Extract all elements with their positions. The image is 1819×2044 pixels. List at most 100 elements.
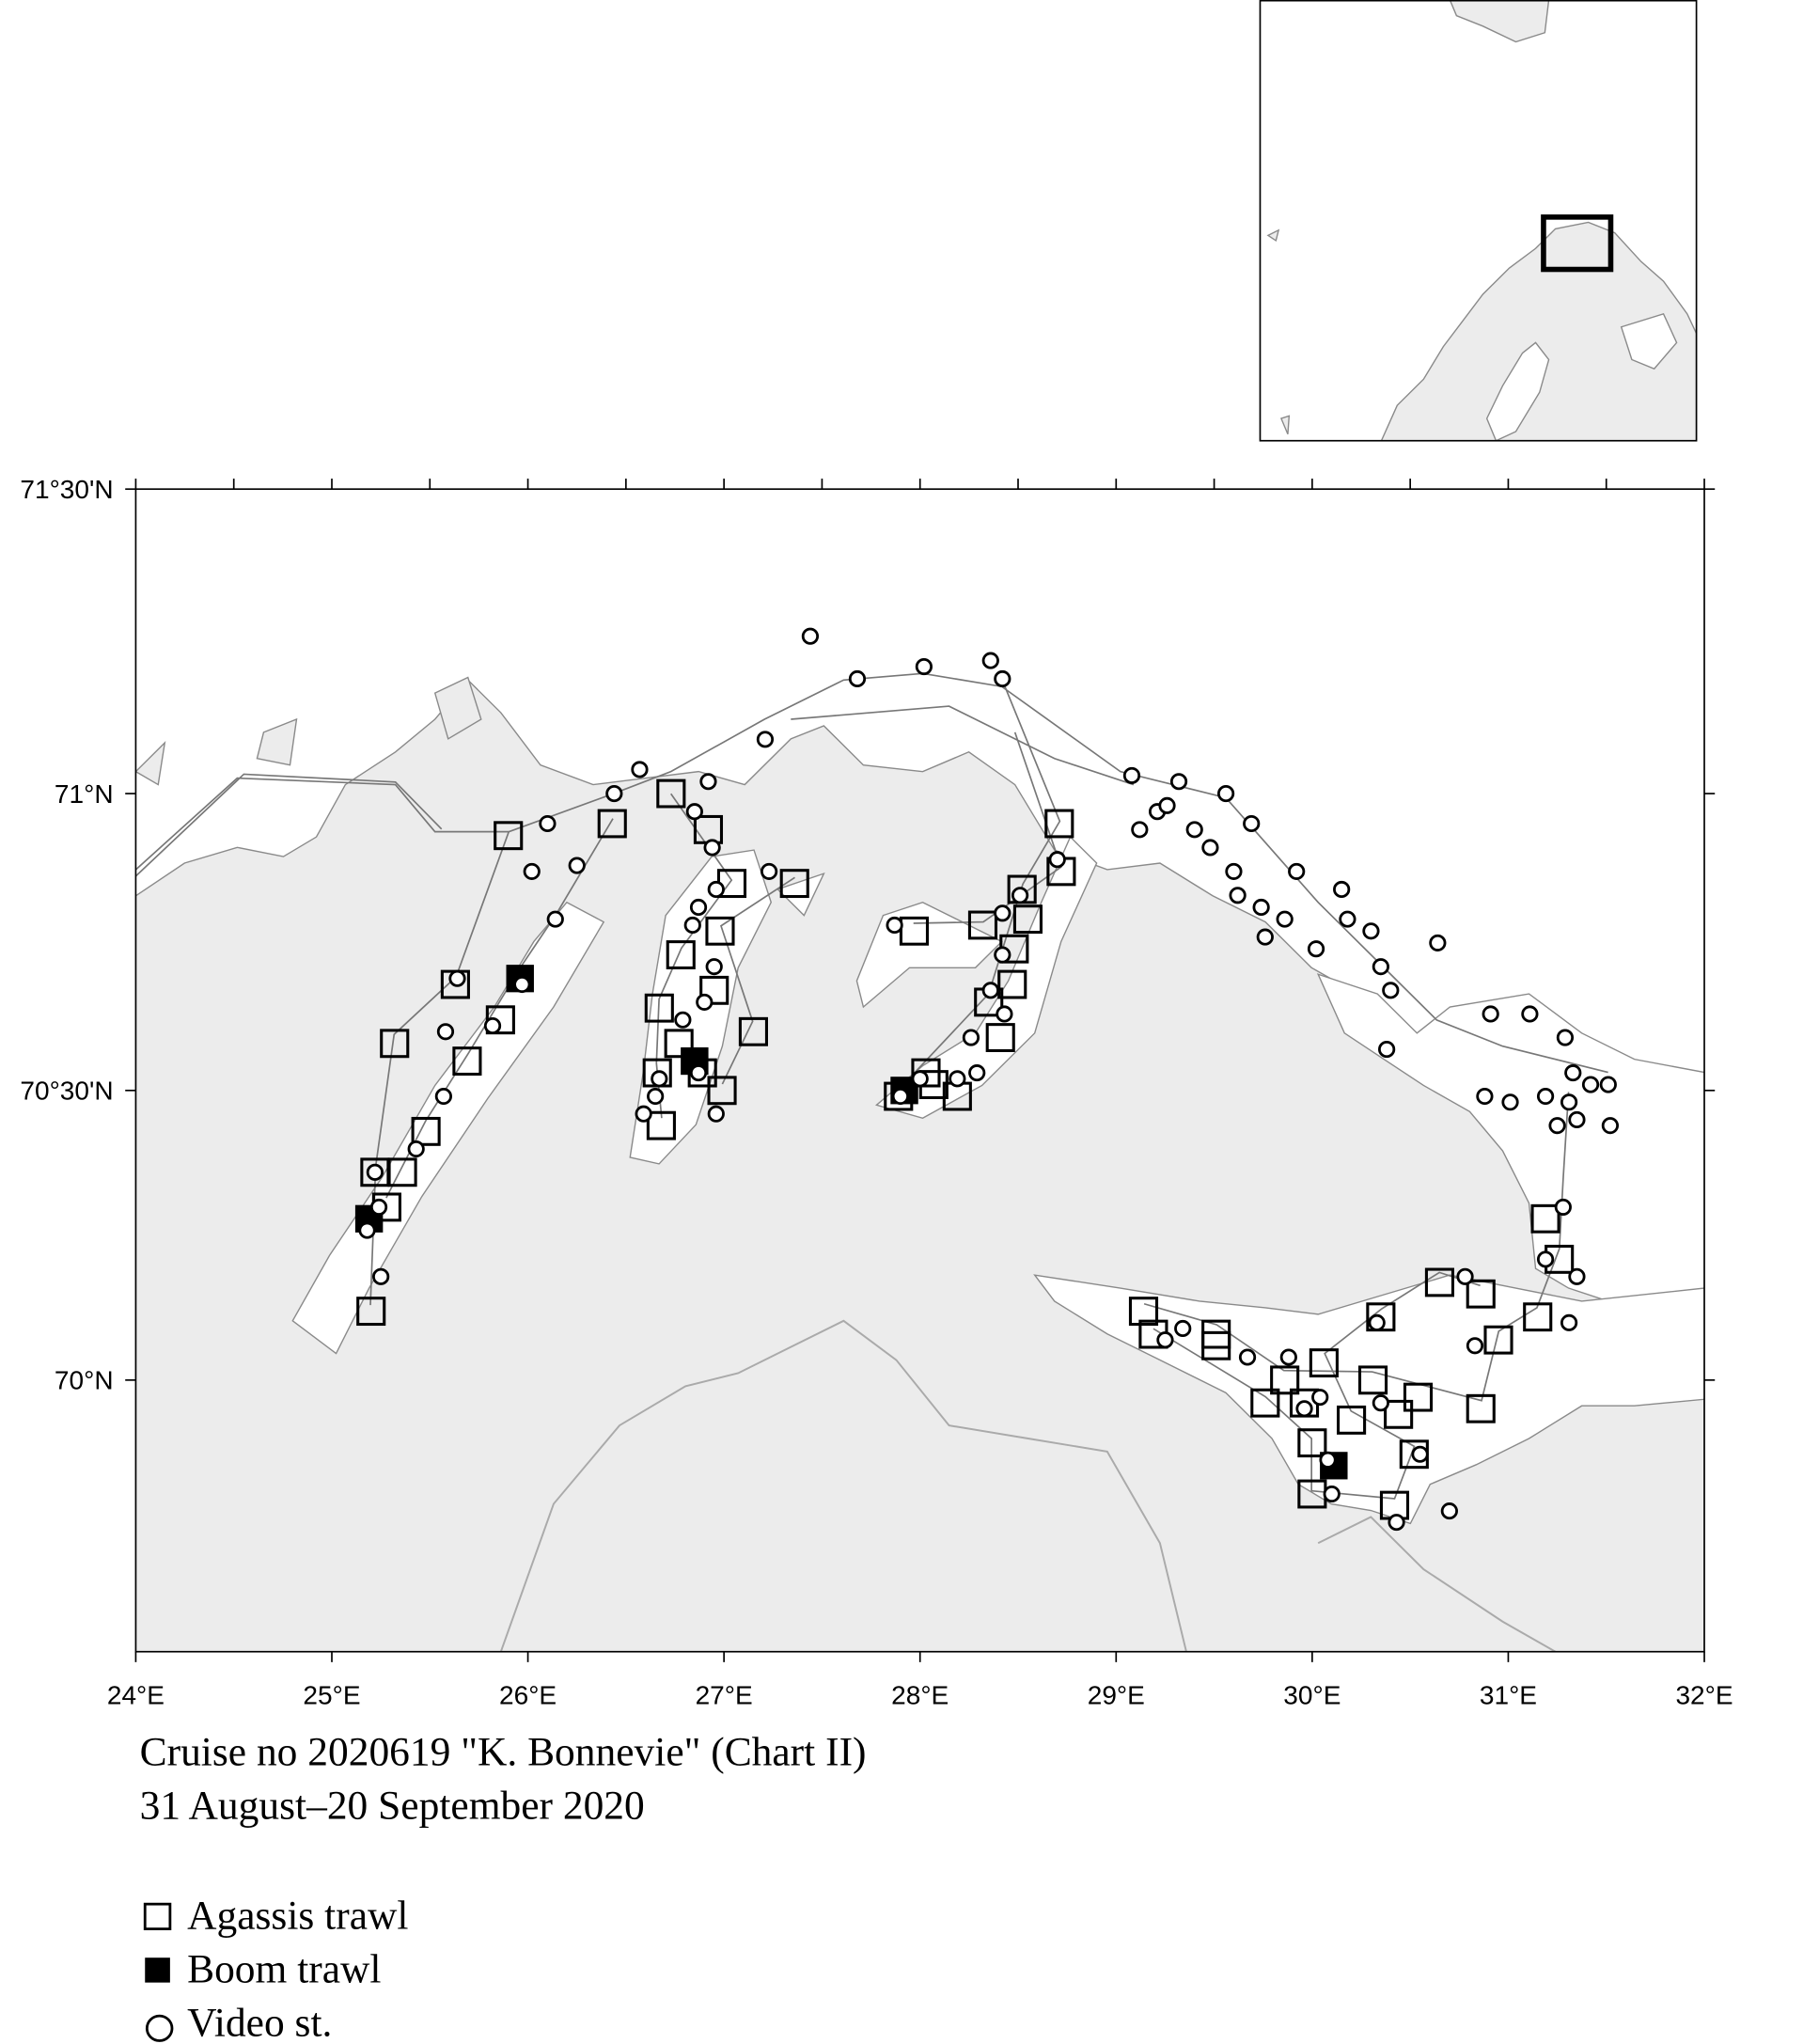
video-station bbox=[994, 904, 1011, 922]
agassiz-station bbox=[452, 1046, 482, 1077]
legend-symbol bbox=[145, 1958, 170, 1983]
video-station bbox=[994, 946, 1011, 964]
x-tick-label: 31°E bbox=[1480, 1680, 1537, 1709]
agassiz-station bbox=[1523, 1302, 1553, 1332]
video-station bbox=[707, 1105, 725, 1123]
agassiz-station bbox=[664, 1029, 694, 1059]
video-station bbox=[1229, 887, 1247, 904]
agassiz-station bbox=[644, 993, 674, 1023]
legend: Agassis trawl Boom trawl Video st. bbox=[143, 1894, 408, 2044]
video-station bbox=[483, 1016, 502, 1035]
agassiz-station bbox=[738, 1016, 768, 1046]
agassiz-station bbox=[1044, 809, 1074, 839]
agassiz-station bbox=[411, 1116, 441, 1146]
video-station bbox=[699, 773, 717, 791]
video-station bbox=[434, 1087, 452, 1106]
video-station bbox=[568, 857, 586, 874]
video-station bbox=[1382, 982, 1400, 999]
video-station bbox=[696, 993, 713, 1011]
video-station bbox=[1548, 1117, 1566, 1135]
video-station bbox=[707, 880, 725, 898]
video-station bbox=[1169, 773, 1188, 791]
video-station bbox=[1011, 887, 1029, 904]
agassiz-station bbox=[646, 1110, 676, 1140]
video-station bbox=[1466, 1337, 1484, 1355]
video-station bbox=[1279, 1348, 1297, 1366]
video-station bbox=[1568, 1267, 1586, 1285]
agassiz-station bbox=[985, 1023, 1015, 1052]
video-station bbox=[801, 627, 820, 645]
video-station bbox=[962, 1029, 980, 1046]
agassiz-station bbox=[380, 1029, 410, 1059]
video-station bbox=[407, 1140, 425, 1158]
video-station bbox=[1440, 1502, 1458, 1520]
video-station bbox=[981, 652, 999, 669]
video-station bbox=[1536, 1250, 1555, 1268]
legend-symbol bbox=[143, 1902, 172, 1930]
video-station bbox=[1256, 928, 1274, 946]
video-station bbox=[1411, 1445, 1429, 1463]
video-station bbox=[1601, 1117, 1620, 1135]
video-station bbox=[366, 1163, 384, 1181]
video-station bbox=[1276, 910, 1294, 928]
video-station bbox=[996, 1005, 1013, 1023]
video-station bbox=[756, 731, 775, 748]
video-station bbox=[647, 1087, 665, 1106]
video-station bbox=[1252, 898, 1270, 917]
video-station bbox=[994, 669, 1011, 688]
agassiz-station bbox=[656, 778, 686, 809]
agassiz-station bbox=[1357, 1365, 1388, 1395]
video-station bbox=[1501, 1093, 1519, 1111]
video-station bbox=[1323, 1485, 1341, 1503]
video-station bbox=[1311, 1389, 1329, 1407]
agassiz-station bbox=[705, 916, 735, 946]
video-station bbox=[1319, 1451, 1337, 1469]
video-station bbox=[1554, 1198, 1572, 1216]
agassiz-station bbox=[1250, 1388, 1280, 1418]
video-station bbox=[761, 862, 778, 880]
video-station bbox=[915, 658, 933, 676]
video-station bbox=[1216, 785, 1235, 803]
video-station bbox=[1556, 1029, 1575, 1046]
agassiz-station bbox=[967, 910, 998, 940]
video-station bbox=[1372, 1394, 1389, 1412]
video-station bbox=[968, 1064, 986, 1082]
video-station bbox=[448, 969, 466, 987]
video-station bbox=[1568, 1110, 1586, 1128]
agassiz-station bbox=[997, 969, 1027, 999]
video-station bbox=[683, 916, 701, 934]
video-station bbox=[1238, 1348, 1257, 1366]
video-station bbox=[1536, 1087, 1555, 1106]
video-station bbox=[1521, 1005, 1539, 1023]
y-tick-label: 70°N bbox=[55, 1366, 114, 1395]
legend-label: Boom trawl bbox=[187, 1947, 381, 1992]
video-station bbox=[949, 1070, 966, 1088]
agassiz-station bbox=[1309, 1348, 1339, 1378]
legend-symbol bbox=[145, 2014, 174, 2042]
video-station bbox=[1243, 814, 1261, 833]
x-tick-label: 26°E bbox=[499, 1680, 557, 1709]
video-station bbox=[1156, 1331, 1174, 1349]
legend-label: Video st. bbox=[187, 2001, 332, 2044]
video-station bbox=[1378, 1041, 1396, 1059]
caption-line: 31 August–20 September 2020 bbox=[140, 1784, 645, 1829]
video-station bbox=[705, 958, 723, 976]
video-station bbox=[605, 785, 623, 803]
x-tick-label: 24°E bbox=[107, 1680, 165, 1709]
agassiz-station bbox=[1466, 1393, 1496, 1423]
agassiz-station bbox=[1424, 1267, 1455, 1297]
axes: 24°E 25°E 26°E 27°E 28°E 29°E 30°E 31°E 32°E 70°N… bbox=[20, 475, 1733, 1709]
x-tick-label: 32°E bbox=[1675, 1680, 1733, 1709]
video-station bbox=[436, 1023, 455, 1041]
agassiz-station bbox=[1466, 1279, 1496, 1309]
video-station bbox=[1295, 1400, 1313, 1418]
agassiz-station bbox=[1384, 1399, 1414, 1429]
video-station bbox=[1333, 880, 1351, 898]
video-station bbox=[1307, 940, 1325, 958]
agassiz-station bbox=[1530, 1203, 1560, 1234]
video-station bbox=[685, 803, 703, 821]
agassiz-station bbox=[1297, 1428, 1327, 1458]
video-station bbox=[886, 916, 903, 934]
inset-area-box bbox=[1541, 214, 1614, 273]
